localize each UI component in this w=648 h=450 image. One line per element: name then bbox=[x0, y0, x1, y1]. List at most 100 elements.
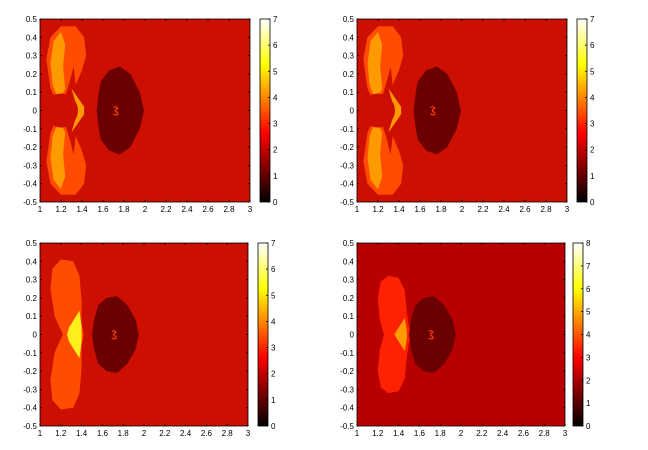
colorbar-tick-label: 8 bbox=[586, 239, 591, 248]
colorbar-frame bbox=[257, 242, 269, 427]
x-tick-label: 2.6 bbox=[202, 205, 214, 214]
heatmap-4 bbox=[357, 243, 565, 426]
y-tick-label: 0.4 bbox=[26, 33, 38, 42]
colorbar-tick-label: 3 bbox=[586, 353, 591, 362]
y-tick-label: 0.1 bbox=[343, 312, 355, 321]
x-tick-label: 1.4 bbox=[393, 205, 405, 214]
y-tick-label: 0.1 bbox=[26, 88, 38, 97]
colorbar-tick-label: 6 bbox=[271, 265, 276, 274]
y-tick-label: -0.1 bbox=[23, 125, 37, 134]
colorbar-tick-label: 1 bbox=[590, 172, 595, 181]
y-tick-label: 0.2 bbox=[26, 294, 38, 303]
colorbar-tick-label: 1 bbox=[273, 172, 278, 181]
y-tick-label: 0.3 bbox=[343, 52, 355, 61]
x-tick-label: 2.4 bbox=[498, 205, 510, 214]
x-tick-label: 3 bbox=[248, 205, 253, 214]
colorbar-tick-label: 2 bbox=[271, 370, 276, 379]
lower-crescent-region bbox=[367, 119, 383, 190]
x-tick-label: 1 bbox=[355, 205, 360, 214]
colorbar-gradient bbox=[258, 243, 268, 426]
x-tick-label: 1.8 bbox=[118, 205, 130, 214]
y-tick-label: 0.2 bbox=[343, 70, 355, 79]
x-tick-label: 1.2 bbox=[55, 205, 67, 214]
x-tick-label: 1.4 bbox=[76, 429, 88, 438]
y-tick-label: 0 bbox=[350, 107, 355, 116]
y-tick-label: -0.5 bbox=[340, 422, 354, 431]
heatmap-1 bbox=[40, 19, 250, 202]
x-tick-label: 1 bbox=[38, 429, 43, 438]
colorbar-tick-label: 3 bbox=[273, 120, 278, 129]
x-tick-label: 3 bbox=[565, 205, 570, 214]
y-tick-label: 0 bbox=[350, 331, 355, 340]
small-disk-region bbox=[361, 93, 395, 128]
y-tick-label: 0.4 bbox=[343, 257, 355, 266]
heatmap-3 bbox=[40, 243, 248, 426]
x-tick-label: 2.8 bbox=[222, 429, 234, 438]
x-tick-label: 2.4 bbox=[497, 429, 509, 438]
y-tick-label: -0.3 bbox=[340, 385, 354, 394]
upper-crescent-region bbox=[50, 31, 66, 102]
colorbar-tick-label: 0 bbox=[586, 422, 591, 431]
y-tick-label: -0.2 bbox=[340, 367, 354, 376]
y-tick-label: 0.3 bbox=[343, 276, 355, 285]
y-tick-label: -0.3 bbox=[340, 161, 354, 170]
x-tick-label: 3 bbox=[246, 429, 251, 438]
center-speck bbox=[428, 330, 434, 340]
axes-3: 1 1.2 1.4 1.6 1.8 2 2.2 2.4 2.6 2.8 3 0.5 0.4 0.3 0.2 0… bbox=[23, 239, 251, 438]
colorbar-tick-label: 6 bbox=[586, 285, 591, 294]
x-tick-label: 3 bbox=[563, 429, 568, 438]
x-tick-label: 2.2 bbox=[159, 429, 171, 438]
x-tick-label: 1.2 bbox=[372, 205, 384, 214]
x-tick-label: 1.4 bbox=[393, 429, 405, 438]
y-tick-label: -0.5 bbox=[340, 198, 354, 207]
colorbar-tick-label: 1 bbox=[271, 396, 276, 405]
center-wedge-region bbox=[67, 310, 82, 359]
y-tick-label: 0.3 bbox=[26, 52, 38, 61]
y-tick-label: -0.2 bbox=[340, 143, 354, 152]
y-tick-label: -0.4 bbox=[340, 404, 354, 413]
center-speck bbox=[111, 330, 117, 340]
x-tick-label: 2.6 bbox=[518, 429, 530, 438]
y-tick-label: -0.3 bbox=[23, 161, 37, 170]
colorbar-gradient bbox=[573, 243, 583, 426]
x-tick-label: 2.6 bbox=[519, 205, 531, 214]
y-tick-label: -0.1 bbox=[340, 125, 354, 134]
colorbar-tick-label: 3 bbox=[271, 344, 276, 353]
y-tick-label: 0.3 bbox=[26, 276, 38, 285]
x-tick-label: 1 bbox=[38, 205, 43, 214]
colorbar-tick-label: 7 bbox=[273, 15, 278, 24]
dark-blob-region bbox=[413, 66, 461, 155]
x-tick-label: 1.6 bbox=[414, 429, 426, 438]
x-tick-label: 2 bbox=[460, 205, 465, 214]
x-tick-label: 1.8 bbox=[435, 205, 447, 214]
colorbar-tick-label: 7 bbox=[271, 239, 276, 248]
y-tick-label: 0.1 bbox=[26, 312, 38, 321]
colorbar-tick-label: 4 bbox=[590, 93, 595, 102]
x-tick-label: 2.2 bbox=[476, 429, 488, 438]
y-tick-label: 0.5 bbox=[343, 239, 355, 248]
x-tick-label: 2.8 bbox=[223, 205, 235, 214]
y-tick-label: 0.5 bbox=[343, 15, 355, 24]
dark-blob-region bbox=[92, 296, 139, 373]
x-tick-label: 2 bbox=[142, 429, 147, 438]
x-tick-label: 1 bbox=[355, 429, 360, 438]
x-tick-label: 2.6 bbox=[201, 429, 213, 438]
colorbar-gradient bbox=[260, 19, 270, 202]
dark-blob-region bbox=[96, 66, 144, 155]
colorbar-tick-label: 2 bbox=[586, 376, 591, 385]
y-tick-label: -0.2 bbox=[23, 367, 37, 376]
x-tick-label: 1.6 bbox=[97, 429, 109, 438]
y-tick-label: 0.4 bbox=[26, 257, 38, 266]
axes-2: 1 1.2 1.4 1.6 1.8 2 2.2 2.4 2.6 2.8 3 0.5 0.4 0.3 0.2 0… bbox=[340, 15, 570, 214]
colorbar-tick-label: 4 bbox=[273, 93, 278, 102]
y-tick-label: -0.2 bbox=[23, 143, 37, 152]
y-tick-label: -0.4 bbox=[23, 180, 37, 189]
x-tick-label: 2 bbox=[459, 429, 464, 438]
axes-4: 1 1.2 1.4 1.6 1.8 2 2.2 2.4 2.6 2.8 3 0.5 0.4 0.3 0.2 0… bbox=[340, 239, 568, 438]
colorbar-tick-label: 0 bbox=[271, 422, 276, 431]
y-tick-label: -0.3 bbox=[23, 385, 37, 394]
colorbar-tick-label: 4 bbox=[586, 331, 591, 340]
y-tick-label: -0.4 bbox=[23, 404, 37, 413]
x-tick-label: 1.6 bbox=[414, 205, 426, 214]
y-tick-label: -0.5 bbox=[23, 422, 37, 431]
